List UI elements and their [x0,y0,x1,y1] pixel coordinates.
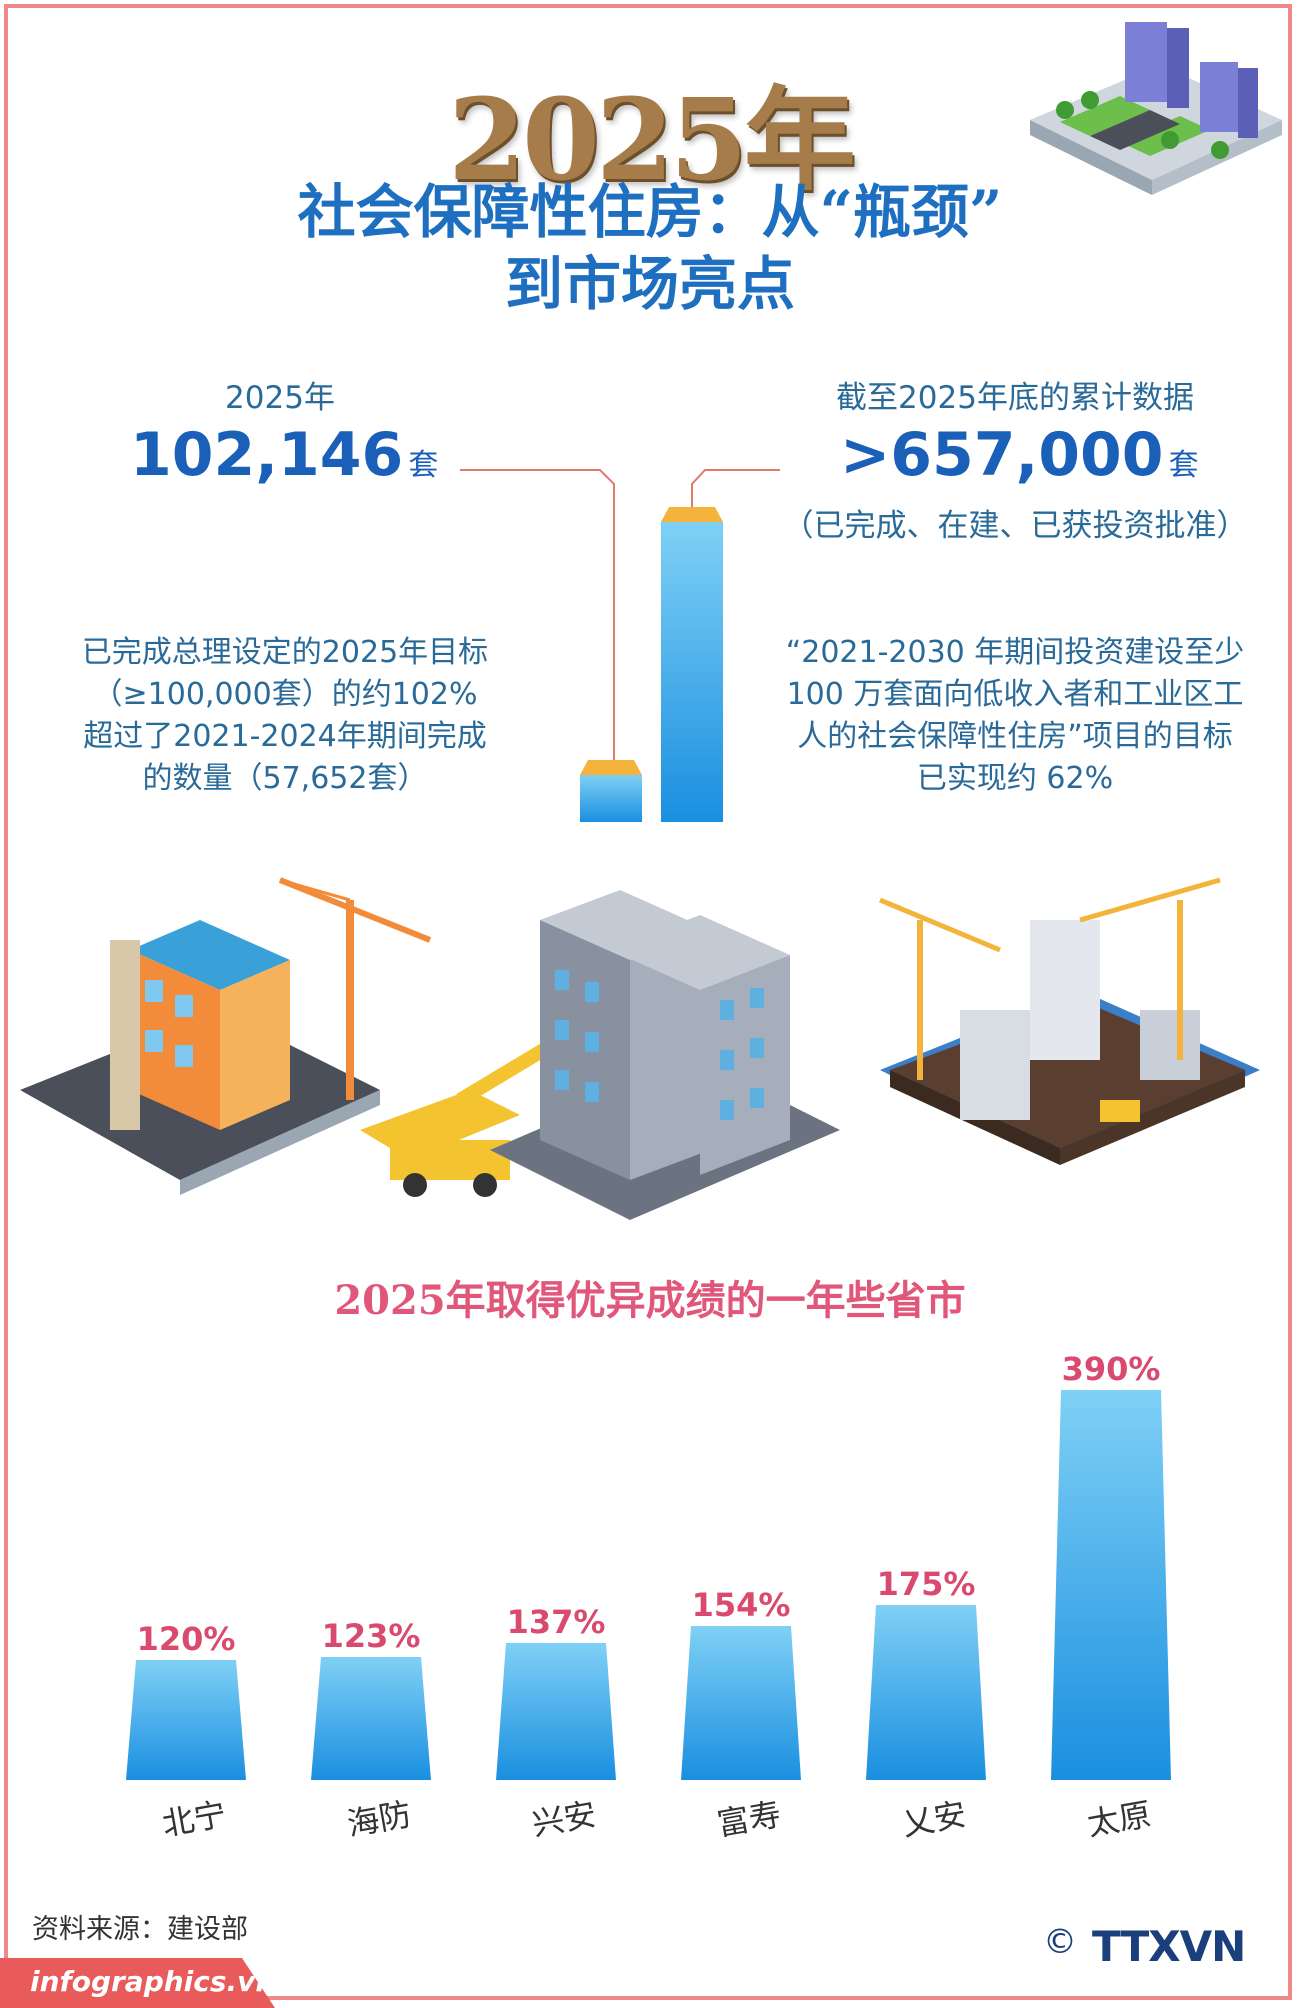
construction-illustration [20,877,1260,1220]
stat-right-desc-line1: “2021-2030 年期间投资建设至少 [785,635,1245,670]
stat-right-description: “2021-2030 年期间投资建设至少 100 万套面向低收入者和工业区工 人… [745,632,1285,800]
year-title: 2025年 [448,75,856,206]
bar-category-label-3: 兴安 [529,1795,599,1840]
stat-left-desc-line1: 已完成总理设定的2025年目标 [81,635,489,670]
bar-1 [126,1660,246,1780]
source-note: 资料来源：建设部 [32,1914,248,1945]
main-title-line2: 到市场亮点 [504,250,795,318]
bar-value-label-6: 390% [1062,1350,1161,1388]
stat-right-desc-line3: 人的社会保障性住房”项目的目标 [797,719,1233,754]
bar-2 [311,1657,431,1780]
page-frame [4,4,1292,2000]
footer-ribbon [0,1958,275,2008]
bar-4 [681,1626,801,1780]
bar-category-label-2: 海防 [344,1795,414,1840]
stat-left-value-group: 102,146 套 [130,420,460,490]
stat-right-unit: 套 [1168,448,1199,483]
bar-value-label-4: 154% [692,1586,791,1624]
stat-left-label: 2025年 [225,380,335,416]
bar-5 [866,1605,986,1780]
bar-category-label-1: 北宁 [159,1795,229,1840]
bar-value-label-3: 137% [507,1603,606,1641]
bar-category-label-6: 太原 [1084,1795,1154,1840]
bar-category-label-5: 乂安 [899,1795,969,1840]
chart-title: 2025年取得优异成绩的一年些省市 [334,1277,966,1324]
stat-right-note: （已完成、在建、已获投资批准） [782,508,1248,544]
bar-3 [496,1643,616,1780]
ttxvn-logo: TTXVN [1092,1922,1246,1971]
bar-value-label-2: 123% [322,1617,421,1655]
stat-left-desc-line3: 超过了2021-2024年期间完成 [83,719,487,754]
main-title-line1: 社会保障性住房：从“瓶颈” [297,178,1003,246]
stat-left-desc-line2: （≥100,000套）的约102% [92,677,478,712]
stat-right-desc-line2: 100 万套面向低收入者和工业区工 [786,677,1244,712]
stat-right-value-group: >657,000 套 [840,420,1220,490]
stat-left-unit: 套 [408,448,439,483]
city-block-illustration [1030,22,1282,195]
copyright-symbol: © [1043,1922,1077,1962]
bar-value-label-5: 175% [877,1565,976,1603]
bar-6 [1051,1390,1171,1780]
bar-value-label-1: 120% [137,1620,236,1658]
stat-left-value: 102,146 [130,420,404,490]
province-bar-chart: 120% 北宁 123% 海防 137% 兴安 154% 富寿 175% 乂安 390% 太原 [126,1350,1171,1840]
bar-category-label-4: 富寿 [714,1795,784,1840]
stat-right-desc-line4: 已实现约 62% [916,761,1114,796]
stat-left-desc-line4: 的数量（57,652套） [142,761,428,796]
site-link[interactable]: infographics.vn [30,1965,276,1998]
stat-right-label: 截至2025年底的累计数据 [836,380,1194,416]
comparison-bars [460,469,780,822]
stat-right-value: >657,000 [840,420,1164,490]
stat-left-description: 已完成总理设定的2025年目标 （≥100,000套）的约102% 超过了202… [40,632,530,800]
